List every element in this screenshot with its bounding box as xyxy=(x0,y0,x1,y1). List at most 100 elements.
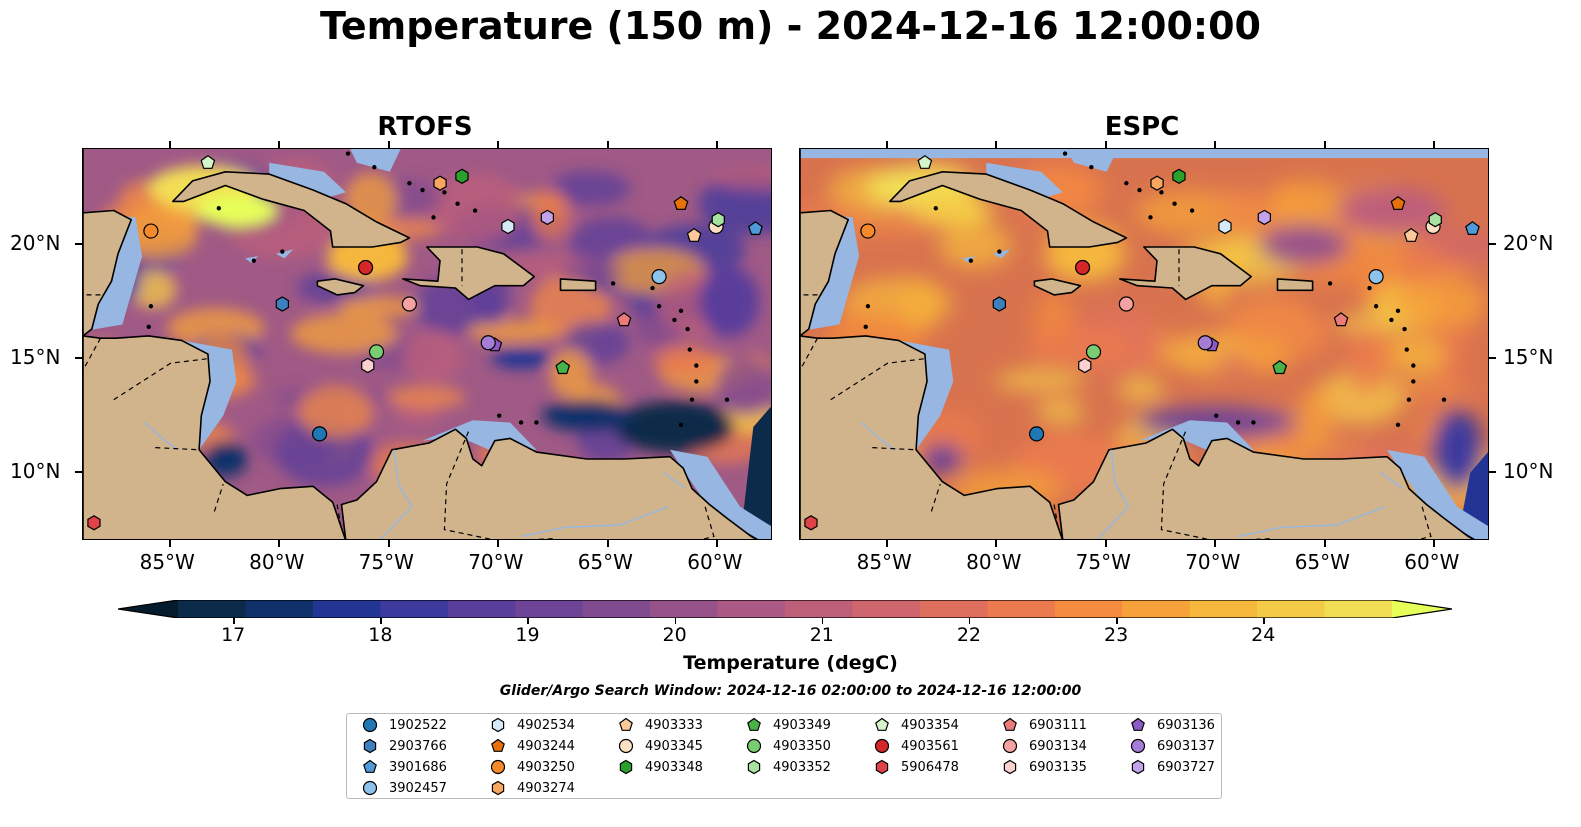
legend-marker-hexagon-icon xyxy=(1003,759,1017,775)
colorbar-tick-mark xyxy=(968,618,971,624)
legend-marker-hexagon-icon xyxy=(875,759,889,775)
colorbar-tick-mark xyxy=(1116,618,1118,624)
lat-tick-mark xyxy=(1489,470,1496,473)
legend-label: 6903137 xyxy=(1157,738,1215,754)
lon-tick-mark xyxy=(885,540,888,547)
float-marker-rtofs-22[interactable] xyxy=(540,209,554,226)
float-marker-espc-22[interactable] xyxy=(1257,209,1271,226)
lat-tick-mark xyxy=(75,470,82,473)
lon-tick-label: 75°W xyxy=(1075,550,1131,574)
colorbar-bin xyxy=(178,600,247,618)
float-marker-espc-19[interactable] xyxy=(1078,357,1092,374)
float-marker-espc-18[interactable] xyxy=(1118,296,1134,312)
legend-item-2903766: 2903766 xyxy=(359,736,447,756)
legend-label: 6903136 xyxy=(1157,717,1215,733)
float-marker-rtofs-5[interactable] xyxy=(673,195,689,211)
lon-tick-label: 60°W xyxy=(1404,550,1460,574)
lat-tick-mark xyxy=(1489,356,1496,359)
float-marker-espc-3[interactable] xyxy=(1368,269,1384,285)
float-marker-rtofs-17[interactable] xyxy=(616,312,632,327)
float-marker-espc-8[interactable] xyxy=(1403,227,1419,242)
legend-label: 4903561 xyxy=(901,738,959,754)
lon-tick-mark-top xyxy=(168,141,171,148)
legend-label: 4903244 xyxy=(517,738,575,754)
colorbar-bin xyxy=(245,600,314,618)
float-marker-rtofs-0[interactable] xyxy=(311,426,328,442)
float-marker-espc-15[interactable] xyxy=(1074,259,1091,276)
float-marker-espc-10[interactable] xyxy=(1172,168,1186,184)
colorbar-extend-low xyxy=(118,600,178,618)
colorbar-bin xyxy=(312,600,381,618)
lon-tick-mark-top xyxy=(497,141,500,148)
lon-tick-label: 75°W xyxy=(358,550,414,574)
map-panel-rtofs xyxy=(82,148,772,540)
legend-marker-pentagon-icon xyxy=(1003,717,1017,731)
legend-label: 5906478 xyxy=(901,759,959,775)
legend-marker-hexagon-icon xyxy=(491,717,505,733)
lon-tick-mark-top xyxy=(1214,141,1217,148)
legend-item-6903134: 6903134 xyxy=(999,736,1087,756)
float-marker-rtofs-3[interactable] xyxy=(651,269,667,285)
float-marker-espc-16[interactable] xyxy=(804,515,818,531)
float-marker-espc-5[interactable] xyxy=(1390,195,1406,211)
float-marker-rtofs-19[interactable] xyxy=(361,357,375,374)
lon-tick-mark-top xyxy=(1323,141,1326,148)
lon-tick-mark xyxy=(606,540,609,547)
colorbar xyxy=(118,600,1452,618)
colorbar-tick-label: 19 xyxy=(515,624,540,646)
float-marker-rtofs-21[interactable] xyxy=(480,335,496,351)
lon-tick-label: 60°W xyxy=(687,550,743,574)
float-marker-espc-0[interactable] xyxy=(1028,426,1045,442)
float-marker-rtofs-4[interactable] xyxy=(501,218,515,235)
lat-tick-label: 10°N xyxy=(1503,458,1554,483)
float-marker-espc-2[interactable] xyxy=(1465,221,1480,236)
lon-tick-mark xyxy=(1323,540,1326,547)
legend-item-6903135: 6903135 xyxy=(999,757,1087,777)
colorbar-bin xyxy=(1324,600,1393,618)
legend-marker-circle-icon xyxy=(362,780,378,796)
legend-item-3902457: 3902457 xyxy=(359,778,447,798)
colorbar-bin xyxy=(1054,600,1123,618)
colorbar-bin xyxy=(987,600,1056,618)
float-marker-rtofs-6[interactable] xyxy=(143,223,159,239)
legend-marker-pentagon-icon xyxy=(619,717,633,731)
lon-tick-label: 65°W xyxy=(1294,550,1350,574)
float-marker-rtofs-18[interactable] xyxy=(401,296,417,312)
float-marker-rtofs-8[interactable] xyxy=(686,227,702,242)
colorbar-tick-label: 23 xyxy=(1103,624,1129,646)
float-marker-espc-13[interactable] xyxy=(1428,212,1442,228)
float-marker-espc-11[interactable] xyxy=(1272,360,1288,375)
legend-marker-pentagon-icon xyxy=(363,759,377,773)
legend-label: 3902457 xyxy=(389,780,447,796)
float-marker-rtofs-16[interactable] xyxy=(87,515,101,531)
float-marker-espc-4[interactable] xyxy=(1218,218,1232,235)
float-marker-rtofs-15[interactable] xyxy=(357,259,374,276)
float-marker-rtofs-12[interactable] xyxy=(368,344,385,360)
lat-tick-mark xyxy=(75,242,82,245)
float-marker-espc-12[interactable] xyxy=(1085,344,1102,360)
float-marker-espc-17[interactable] xyxy=(1333,312,1349,327)
float-marker-rtofs-1[interactable] xyxy=(275,296,289,312)
temperature-field-rtofs xyxy=(83,158,771,514)
float-marker-rtofs-13[interactable] xyxy=(711,212,725,228)
legend-marker-hexagon-icon xyxy=(491,780,505,796)
float-marker-espc-14[interactable] xyxy=(917,154,933,169)
float-marker-espc-7[interactable] xyxy=(1150,175,1164,191)
legend-label: 4903352 xyxy=(773,759,831,775)
legend-item-4903348: 4903348 xyxy=(615,757,703,777)
float-marker-rtofs-14[interactable] xyxy=(200,154,216,169)
lon-tick-label: 70°W xyxy=(1185,550,1241,574)
lon-tick-mark xyxy=(716,540,719,547)
float-marker-rtofs-11[interactable] xyxy=(555,360,571,375)
figure-title: Temperature (150 m) - 2024-12-16 12:00:0… xyxy=(319,4,1261,48)
colorbar-bin xyxy=(380,600,449,618)
float-marker-rtofs-7[interactable] xyxy=(433,175,447,191)
legend-label: 4903274 xyxy=(517,780,575,796)
float-marker-rtofs-2[interactable] xyxy=(748,221,763,236)
legend-item-3901686: 3901686 xyxy=(359,757,447,777)
float-marker-rtofs-10[interactable] xyxy=(455,168,469,184)
colorbar-bin xyxy=(919,600,988,618)
float-marker-espc-6[interactable] xyxy=(860,223,876,239)
float-marker-espc-1[interactable] xyxy=(992,296,1006,312)
float-marker-espc-21[interactable] xyxy=(1197,335,1213,351)
